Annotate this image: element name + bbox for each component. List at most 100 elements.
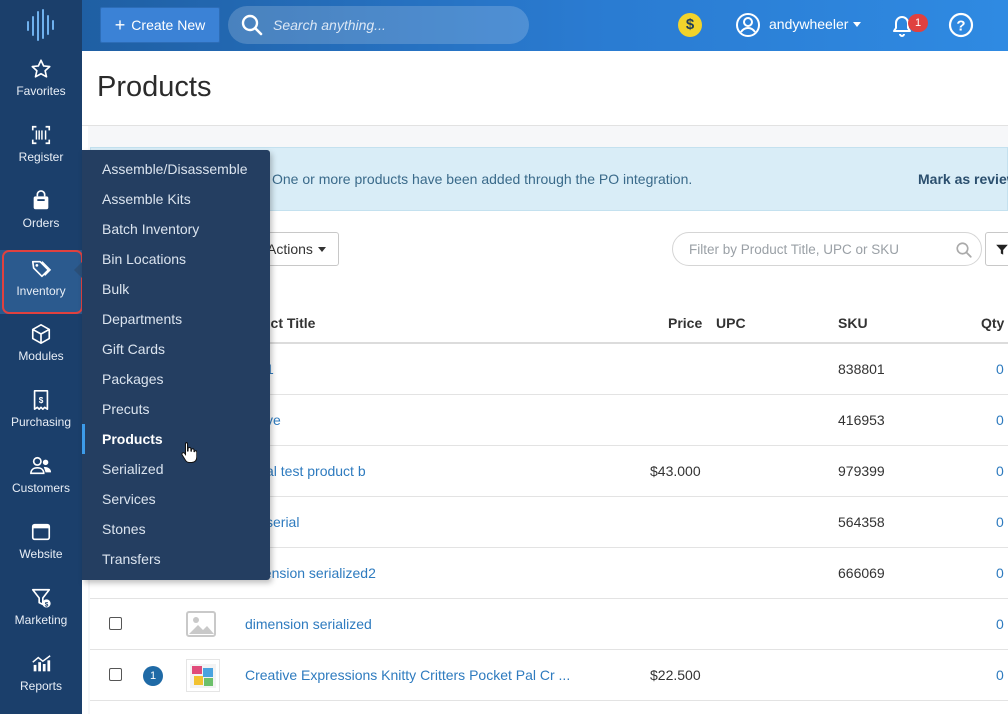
nav-label: Favorites <box>16 84 66 98</box>
cube-icon <box>31 324 51 344</box>
table-row[interactable]: 1 Creative Expressions Knitty Critters P… <box>90 650 1008 701</box>
menu-item-transfers[interactable]: Transfers <box>102 551 161 567</box>
menu-item-gift-cards[interactable]: Gift Cards <box>102 341 166 357</box>
qty-link[interactable]: 0 <box>996 667 1004 683</box>
actions-label: Actions <box>267 241 313 257</box>
column-header-sku[interactable]: SKU <box>838 315 868 331</box>
product-filter-input[interactable]: Filter by Product Title, UPC or SKU <box>672 232 982 266</box>
nav-item-reports[interactable]: Reports <box>0 653 82 714</box>
app-logo-icon[interactable] <box>22 8 60 42</box>
svg-text:?: ? <box>956 18 965 35</box>
nav-label: Orders <box>22 216 60 230</box>
nav-label: Modules <box>18 349 64 363</box>
search-icon <box>956 242 972 258</box>
nav-item-favorites[interactable]: Favorites <box>0 58 82 122</box>
row-checkbox[interactable] <box>109 617 122 630</box>
nav-pointer <box>74 262 82 278</box>
qty-link[interactable]: 0 <box>996 514 1004 530</box>
star-icon <box>31 59 51 78</box>
hand-cursor-icon <box>181 442 197 463</box>
nav-label: Customers <box>11 481 70 495</box>
global-search-input[interactable]: Search anything... <box>228 6 529 44</box>
barcode-icon <box>31 125 51 145</box>
menu-item-bin-locations[interactable]: Bin Locations <box>102 251 187 267</box>
qty-link[interactable]: 0 <box>996 616 1004 632</box>
nav-label: Register <box>18 150 64 164</box>
menu-item-bulk[interactable]: Bulk <box>102 281 130 297</box>
mark-as-reviewed-link[interactable]: Mark as reviewed <box>918 171 1008 187</box>
table-header-divider <box>90 342 1008 344</box>
nav-item-register[interactable]: Register <box>0 124 82 188</box>
page-title: Products <box>97 71 212 103</box>
menu-item-products[interactable]: Products <box>82 424 270 454</box>
menu-item-assemble-disassemble[interactable]: Assemble/Disassemble <box>102 161 248 177</box>
product-title-link[interactable]: serial <box>266 514 300 530</box>
alert-message: One or more products have been added thr… <box>272 171 693 187</box>
qty-link[interactable]: 0 <box>996 463 1004 479</box>
divider <box>82 125 1008 126</box>
column-header-qty[interactable]: Qty <box>981 315 1005 331</box>
menu-item-serialized[interactable]: Serialized <box>102 461 164 477</box>
sku-cell: 416953 <box>838 412 885 428</box>
menu-item-precuts[interactable]: Precuts <box>102 401 150 417</box>
nav-label: Reports <box>19 679 63 693</box>
help-icon[interactable]: ? <box>948 12 974 38</box>
nav-label: Marketing <box>14 613 68 627</box>
notification-badge: 1 <box>908 14 928 32</box>
nav-item-purchasing[interactable]: $ Purchasing <box>0 389 82 453</box>
chevron-down-icon[interactable] <box>853 22 861 27</box>
qty-link[interactable]: 0 <box>996 412 1004 428</box>
invoice-icon: $ <box>33 390 49 410</box>
price-cell: $22.500 <box>650 667 701 683</box>
bag-icon <box>33 190 49 210</box>
nav-item-inventory[interactable]: Inventory <box>0 250 82 314</box>
menu-item-services[interactable]: Services <box>102 491 156 507</box>
qty-link[interactable]: 0 <box>996 565 1004 581</box>
product-title-link[interactable]: Creative Expressions Knitty Critters Poc… <box>245 667 571 683</box>
username-menu[interactable]: andywheeler <box>769 16 849 32</box>
table-row[interactable]: dimension serialized 0 <box>90 599 1008 650</box>
column-header-price[interactable]: Price <box>668 315 703 331</box>
users-icon <box>30 456 52 475</box>
svg-text:$: $ <box>39 396 44 405</box>
row-checkbox[interactable] <box>109 668 122 681</box>
qty-link[interactable]: 0 <box>996 361 1004 377</box>
create-new-button[interactable]: + Create New <box>100 7 220 43</box>
left-nav: Favorites Register Orders Inventory Modu… <box>0 0 82 714</box>
menu-item-departments[interactable]: Departments <box>102 311 183 327</box>
search-placeholder: Search anything... <box>273 17 386 33</box>
menu-item-batch-inventory[interactable]: Batch Inventory <box>102 221 200 237</box>
product-image <box>190 664 216 688</box>
menu-item-stones[interactable]: Stones <box>102 521 146 537</box>
filter-icon <box>996 244 1008 255</box>
nav-item-modules[interactable]: Modules <box>0 323 82 387</box>
chart-icon <box>32 655 51 672</box>
product-title-link[interactable]: dimension serialized <box>245 616 372 632</box>
top-bar: + Create New Search anything... $ andywhe… <box>82 0 1008 51</box>
column-header-upc[interactable]: UPC <box>716 315 746 331</box>
nav-item-marketing[interactable]: $ Marketing <box>0 587 82 651</box>
plus-icon: + <box>114 15 126 35</box>
nav-item-orders[interactable]: Orders <box>0 190 82 254</box>
coin-icon[interactable]: $ <box>678 13 702 37</box>
nav-item-customers[interactable]: Customers <box>0 455 82 519</box>
inventory-flyout-menu: Assemble/Disassemble Assemble Kits Batch… <box>82 150 270 580</box>
menu-item-packages[interactable]: Packages <box>102 371 164 387</box>
sku-cell: 666069 <box>838 565 885 581</box>
create-new-label: Create New <box>131 17 206 33</box>
column-header-title[interactable]: uct Title <box>262 315 316 331</box>
user-avatar-icon[interactable] <box>735 12 761 38</box>
nav-item-website[interactable]: Website <box>0 521 82 585</box>
caret-down-icon <box>317 247 326 252</box>
nav-label: Inventory <box>16 284 66 298</box>
sku-cell: 564358 <box>838 514 885 530</box>
sku-cell: 838801 <box>838 361 885 377</box>
browser-icon <box>31 523 51 541</box>
product-thumbnail[interactable] <box>186 659 220 692</box>
product-title-link[interactable]: dension serialized2 <box>256 565 376 581</box>
filter-placeholder: Filter by Product Title, UPC or SKU <box>689 242 900 257</box>
menu-item-assemble-kits[interactable]: Assemble Kits <box>102 191 191 207</box>
product-title-link[interactable]: al test product b <box>266 463 366 479</box>
image-placeholder-icon <box>186 611 216 637</box>
filter-button[interactable] <box>985 232 1008 266</box>
